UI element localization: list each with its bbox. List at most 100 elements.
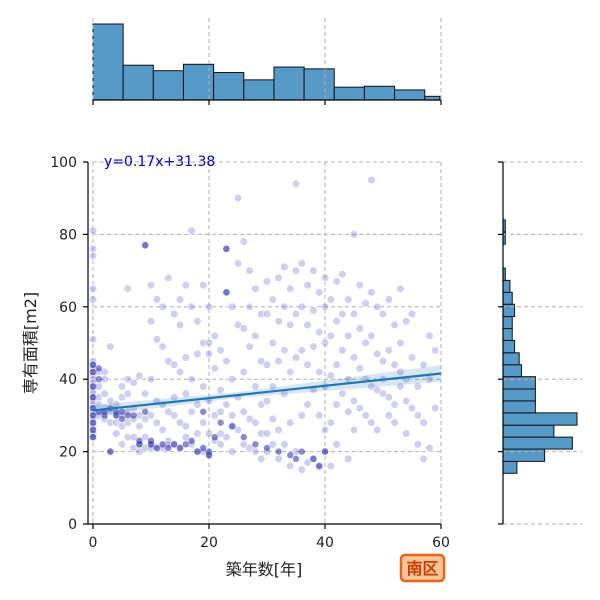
scatter-point — [175, 418, 185, 427]
scatter-point — [181, 353, 190, 362]
scatter-point — [142, 242, 149, 249]
scatter-point — [321, 448, 329, 455]
top-hist-bar — [92, 23, 124, 101]
regression-line-group — [92, 365, 442, 416]
scatter-point — [274, 425, 283, 434]
right-hist-bar — [502, 436, 573, 450]
scatter-point — [320, 302, 330, 311]
scatter-point — [402, 429, 411, 438]
scatter-point — [367, 288, 376, 297]
scatter-point — [309, 306, 318, 315]
scatter-point — [310, 455, 317, 463]
scatter-point — [223, 245, 230, 253]
scatter-point — [152, 295, 161, 304]
scatter-point — [233, 320, 243, 330]
scatter-point — [297, 346, 306, 355]
scatter-point — [193, 429, 202, 438]
scatter-point — [135, 422, 144, 431]
scatter-point — [413, 440, 422, 449]
scatter-point — [419, 360, 428, 369]
scatter-point — [112, 418, 121, 427]
main-grid — [92, 161, 442, 525]
scatter-point — [413, 382, 422, 391]
scatter-point — [257, 400, 266, 409]
scatter-point — [204, 338, 214, 348]
right-hist-bar — [502, 339, 516, 354]
scatter-point — [303, 400, 312, 409]
right-hist-bar — [502, 412, 578, 426]
scatter-point — [407, 404, 417, 413]
scatter-point — [338, 309, 347, 319]
top-hist-bar — [243, 79, 275, 101]
scatter-point — [88, 252, 98, 261]
scatter-point — [286, 284, 295, 293]
scatter-point — [175, 320, 185, 330]
scatter-point — [245, 266, 254, 275]
scatter-point — [263, 444, 271, 452]
scatter-point — [88, 295, 98, 304]
scatter-point — [280, 346, 289, 355]
scatter-point — [384, 346, 393, 355]
scatter-point — [123, 375, 132, 384]
scatter-point — [332, 440, 341, 449]
scatter-point — [239, 407, 248, 416]
scatter-point — [297, 465, 306, 474]
scatter-point — [303, 458, 312, 467]
scatter-point — [165, 444, 172, 452]
scatter-point — [332, 277, 341, 286]
scatter-point — [373, 302, 382, 311]
scatter-point — [89, 361, 97, 368]
scatter-point — [188, 437, 195, 444]
scatter-point — [367, 331, 376, 340]
scatter-point — [123, 284, 132, 293]
scatter-point — [326, 461, 335, 471]
scatter-point — [159, 441, 166, 448]
scatter-point — [107, 448, 114, 455]
scatter-point — [170, 360, 179, 369]
y-tick-label: 40 — [59, 372, 77, 388]
scatter-point — [316, 462, 323, 470]
scatter-point — [332, 360, 341, 369]
scatter-point — [100, 367, 109, 377]
scatter-point — [257, 357, 266, 366]
scatter-point — [349, 230, 359, 239]
scatter-points — [88, 176, 440, 474]
scatter-point — [407, 353, 417, 362]
scatter-point — [291, 266, 301, 275]
scatter-point — [193, 317, 202, 326]
scatter-point — [141, 389, 150, 398]
scatter-point — [141, 414, 150, 424]
scatter-point — [101, 412, 108, 419]
scatter-point — [175, 295, 185, 304]
scatter-point — [194, 448, 201, 455]
scatter-point — [396, 338, 405, 348]
scatter-point — [315, 328, 324, 337]
scatter-point — [344, 407, 353, 416]
scatter-point — [181, 389, 190, 398]
scatter-point — [274, 317, 283, 326]
scatter-point — [309, 342, 318, 351]
scatter-point — [390, 418, 399, 427]
scatter-point — [216, 385, 225, 395]
scatter-point — [106, 342, 115, 351]
scatter-point — [291, 179, 301, 188]
scatter-point — [390, 360, 399, 369]
top-hist-bar — [363, 85, 396, 101]
right-hist-bar — [502, 460, 518, 474]
scatter-point — [407, 309, 417, 319]
scatter-point — [309, 266, 318, 275]
scatter-point — [129, 443, 138, 453]
scatter-point — [118, 408, 126, 415]
scatter-point — [210, 331, 219, 340]
scatter-point — [222, 433, 231, 442]
y-tick-label: 60 — [59, 300, 77, 316]
scatter-point — [431, 404, 440, 413]
scatter-point — [431, 346, 440, 355]
scatter-point — [222, 357, 231, 366]
scatter-point — [240, 433, 247, 441]
scatter-point — [298, 448, 305, 455]
scatter-point — [326, 418, 335, 427]
scatter-point — [210, 364, 219, 373]
scatter-point — [100, 389, 109, 398]
scatter-point — [123, 418, 132, 427]
